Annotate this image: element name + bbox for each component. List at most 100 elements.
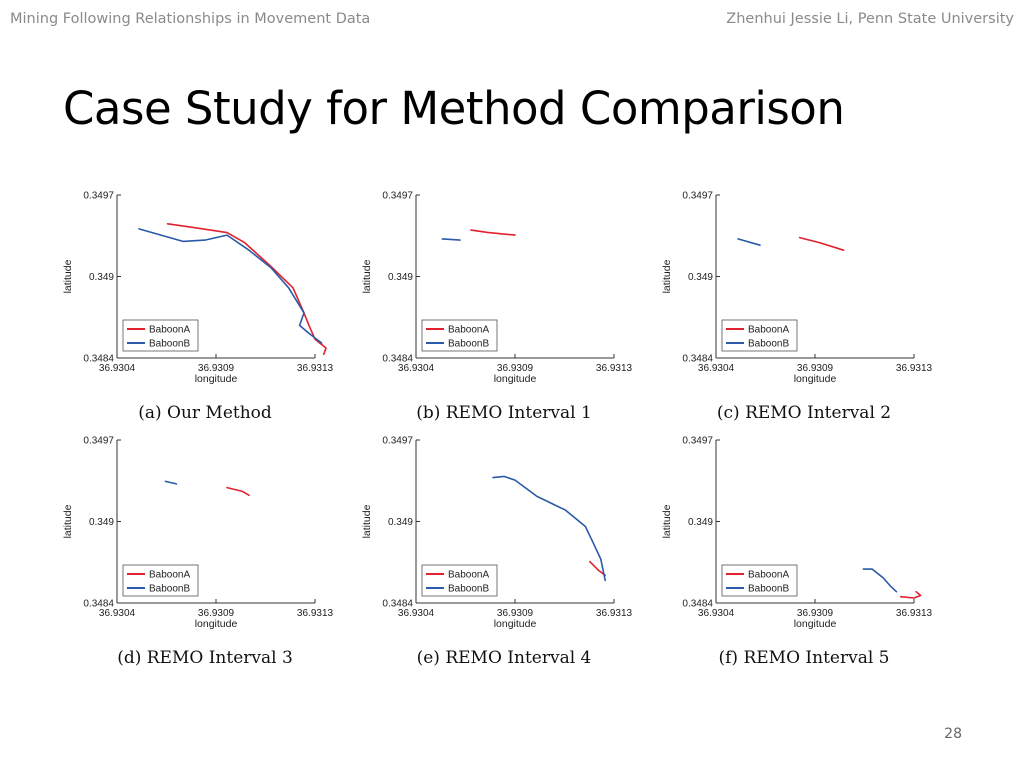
series-line-baboona [166, 222, 327, 355]
legend-label: BaboonA [748, 570, 789, 581]
y-tick-label: 0.3484 [382, 354, 413, 365]
y-tick-label: 0.3484 [682, 354, 713, 365]
series-line-baboonb [164, 480, 178, 485]
chart-panel-d: 0.3497 0.349 0.3484 36.9304 36.9309 36.9313 lo… [55, 428, 355, 673]
slide-title: Case Study for Method Comparison [63, 82, 845, 135]
legend-box [421, 564, 498, 597]
page-number: 28 [944, 726, 962, 742]
series-line-baboona [589, 560, 606, 577]
x-axis-label: longitude [195, 373, 238, 385]
chart-caption: (d) REMO Interval 3 [117, 648, 293, 668]
y-tick-label: 0.3497 [682, 436, 713, 447]
legend-box [421, 319, 498, 352]
series-line-baboona [900, 590, 922, 599]
x-tick-label: 36.9309 [198, 363, 235, 374]
legend-box [122, 564, 199, 597]
y-tick-label: 0.3497 [382, 436, 413, 447]
legend-label: BaboonB [149, 584, 190, 595]
legend-label: BaboonB [149, 339, 190, 350]
x-tick-label: 36.9304 [99, 363, 136, 374]
y-tick-label: 0.349 [89, 517, 114, 528]
legend-label: BaboonA [748, 325, 789, 336]
x-tick-label: 36.9309 [797, 608, 834, 619]
chart-caption: (c) REMO Interval 2 [716, 403, 892, 423]
legend-label: BaboonA [448, 325, 489, 336]
legend-label: BaboonB [448, 339, 489, 350]
chart-panel-a: 0.3497 0.349 0.3484 36.9304 36.9309 36.9313 lo… [55, 183, 355, 428]
x-tick-label: 36.9313 [596, 363, 633, 374]
y-tick-label: 0.3484 [682, 599, 713, 610]
y-tick-label: 0.3484 [382, 599, 413, 610]
x-tick-label: 36.9304 [398, 608, 435, 619]
legend-label: BaboonB [748, 339, 789, 350]
x-axis-label: longitude [494, 373, 537, 385]
y-tick-label: 0.3484 [83, 354, 114, 365]
chart-caption: (f) REMO Interval 5 [718, 648, 890, 668]
series-line-baboona [226, 486, 250, 496]
series-line-baboonb [441, 238, 461, 241]
y-tick-label: 0.349 [388, 517, 413, 528]
chart-panel-e: 0.3497 0.349 0.3484 36.9304 36.9309 36.9313 lo… [354, 428, 654, 673]
y-axis-label: latitude [361, 259, 373, 293]
y-tick-label: 0.3497 [382, 191, 413, 202]
y-axis-label: latitude [661, 504, 673, 538]
y-axis-label: latitude [361, 504, 373, 538]
x-axis-label: longitude [494, 618, 537, 630]
y-tick-label: 0.349 [688, 272, 713, 283]
y-tick-label: 0.3497 [682, 191, 713, 202]
chart-panel-b: 0.3497 0.349 0.3484 36.9304 36.9309 36.9313 lo… [354, 183, 654, 428]
x-tick-label: 36.9309 [797, 363, 834, 374]
legend-box [721, 319, 798, 352]
legend-label: BaboonB [748, 584, 789, 595]
y-tick-label: 0.349 [388, 272, 413, 283]
y-axis-label: latitude [62, 259, 74, 293]
x-tick-label: 36.9313 [896, 363, 933, 374]
y-tick-label: 0.3484 [83, 599, 114, 610]
x-tick-label: 36.9309 [497, 608, 534, 619]
series-line-baboona [798, 236, 845, 251]
y-axis-label: latitude [62, 504, 74, 538]
legend-label: BaboonB [448, 584, 489, 595]
legend-label: BaboonA [149, 325, 190, 336]
x-axis-label: longitude [794, 618, 837, 630]
x-tick-label: 36.9313 [596, 608, 633, 619]
series-line-baboonb [862, 568, 898, 593]
series-line-baboonb [492, 475, 606, 582]
series-line-baboonb [737, 238, 761, 247]
x-tick-label: 36.9313 [297, 363, 334, 374]
series-line-baboona [470, 229, 516, 236]
y-tick-label: 0.349 [89, 272, 114, 283]
header-right-text: Zhenhui Jessie Li, Penn State University [726, 11, 1014, 27]
x-tick-label: 36.9313 [896, 608, 933, 619]
x-tick-label: 36.9304 [99, 608, 136, 619]
y-axis-label: latitude [661, 259, 673, 293]
chart-caption: (e) REMO Interval 4 [416, 648, 592, 668]
chart-caption: (a) Our Method [138, 403, 272, 423]
y-tick-label: 0.349 [688, 517, 713, 528]
x-tick-label: 36.9313 [297, 608, 334, 619]
x-tick-label: 36.9304 [698, 363, 735, 374]
x-axis-label: longitude [195, 618, 238, 630]
legend-label: BaboonA [448, 570, 489, 581]
chart-panel-c: 0.3497 0.349 0.3484 36.9304 36.9309 36.9313 lo… [654, 183, 954, 428]
legend-box [721, 564, 798, 597]
y-tick-label: 0.3497 [83, 436, 114, 447]
x-tick-label: 36.9309 [198, 608, 235, 619]
x-tick-label: 36.9304 [398, 363, 435, 374]
x-tick-label: 36.9309 [497, 363, 534, 374]
legend-label: BaboonA [149, 570, 190, 581]
y-tick-label: 0.3497 [83, 191, 114, 202]
chart-panel-f: 0.3497 0.349 0.3484 36.9304 36.9309 36.9313 lo… [654, 428, 954, 673]
series-line-baboonb [138, 228, 323, 344]
x-tick-label: 36.9304 [698, 608, 735, 619]
header-left-text: Mining Following Relationships in Moveme… [10, 11, 371, 27]
x-axis-label: longitude [794, 373, 837, 385]
chart-caption: (b) REMO Interval 1 [416, 403, 592, 423]
legend-box [122, 319, 199, 352]
